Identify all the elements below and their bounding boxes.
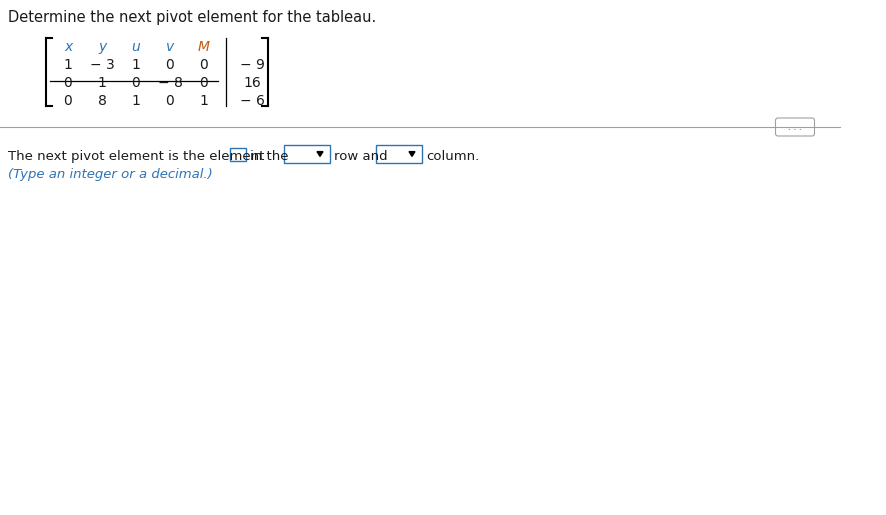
Text: − 8: − 8 xyxy=(158,76,183,90)
Text: v: v xyxy=(166,40,174,54)
Text: row and: row and xyxy=(334,150,387,163)
Polygon shape xyxy=(408,151,415,157)
Text: 0: 0 xyxy=(131,76,140,90)
Text: Determine the next pivot element for the tableau.: Determine the next pivot element for the… xyxy=(8,10,376,25)
Text: 1: 1 xyxy=(64,58,73,72)
Bar xyxy=(376,145,422,163)
Text: M: M xyxy=(198,40,210,54)
FancyBboxPatch shape xyxy=(774,118,813,136)
Text: 8: 8 xyxy=(97,94,106,108)
Text: 1: 1 xyxy=(199,94,208,108)
Text: − 3: − 3 xyxy=(89,58,114,72)
Text: 0: 0 xyxy=(64,76,73,90)
Text: The next pivot element is the element: The next pivot element is the element xyxy=(8,150,264,163)
Text: 0: 0 xyxy=(64,94,73,108)
Text: 1: 1 xyxy=(131,94,140,108)
Polygon shape xyxy=(316,151,323,157)
Bar xyxy=(229,148,245,161)
Text: column.: column. xyxy=(425,150,478,163)
Text: y: y xyxy=(97,40,106,54)
Text: in the: in the xyxy=(250,150,288,163)
Text: 0: 0 xyxy=(166,94,175,108)
Text: 1: 1 xyxy=(131,58,140,72)
Text: 16: 16 xyxy=(243,76,260,90)
Text: − 6: − 6 xyxy=(239,94,264,108)
Text: − 9: − 9 xyxy=(239,58,264,72)
Text: x: x xyxy=(64,40,72,54)
Text: 0: 0 xyxy=(199,58,208,72)
Text: 0: 0 xyxy=(199,76,208,90)
Text: 1: 1 xyxy=(97,76,106,90)
Bar xyxy=(284,145,330,163)
Text: (Type an integer or a decimal.): (Type an integer or a decimal.) xyxy=(8,168,213,181)
Text: . . .: . . . xyxy=(787,123,801,131)
Text: u: u xyxy=(131,40,140,54)
Text: 0: 0 xyxy=(166,58,175,72)
